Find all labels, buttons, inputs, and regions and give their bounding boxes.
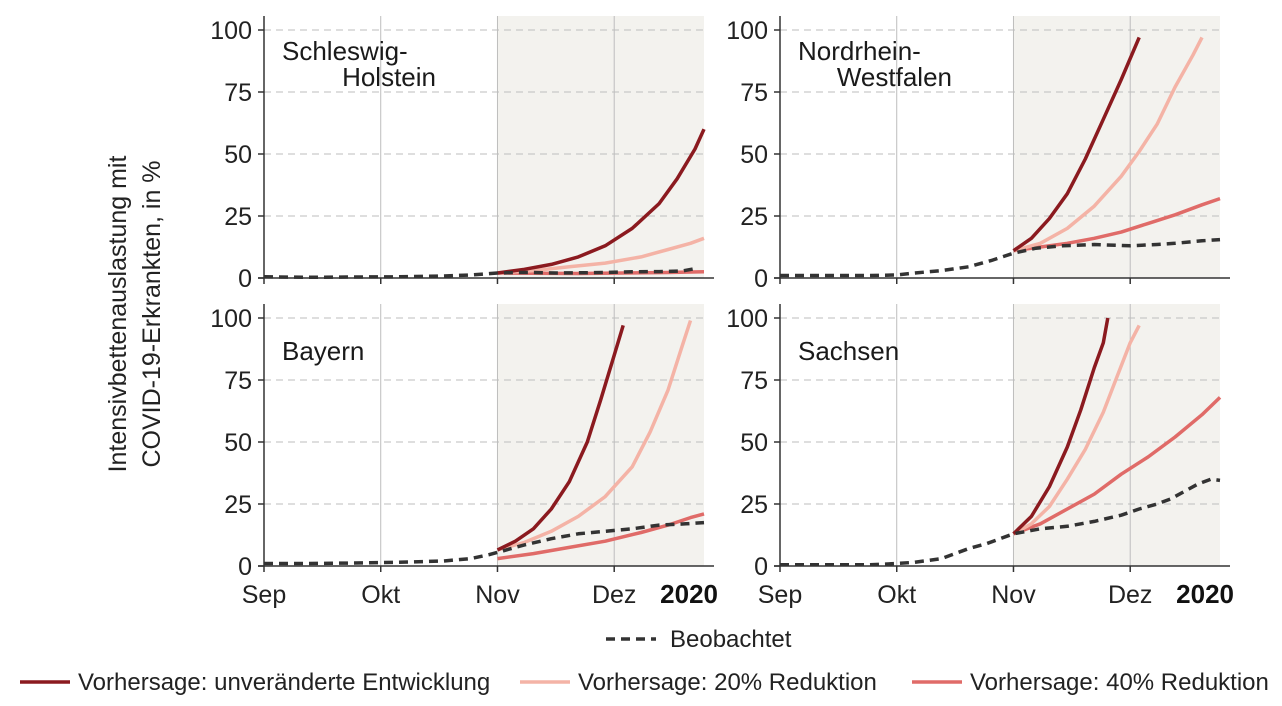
series-line-observed — [780, 477, 1221, 567]
year-label: 2020 — [660, 579, 718, 609]
legend-label-unchanged: Vorhersage: unveränderte Entwicklung — [78, 669, 490, 696]
y-tick-label: 100 — [210, 305, 252, 333]
x-tick-label: Dez — [1108, 581, 1152, 609]
forecast-shade — [497, 16, 704, 278]
x-tick-label: Dez — [592, 581, 636, 609]
series-line-observed — [263, 266, 696, 280]
y-tick-label: 50 — [224, 429, 252, 457]
series-line-observed — [264, 520, 705, 566]
x-tick-label: Sep — [242, 581, 286, 609]
forecast-shade — [1013, 16, 1220, 278]
legend-label-r20: Vorhersage: 20% Reduktion — [578, 669, 877, 696]
series-line-r20 — [497, 319, 693, 552]
x-tick-label: Nov — [991, 581, 1036, 609]
series-line-observed — [780, 237, 1221, 278]
panel-1: 0 25 50 75 100 Schleswig-Holstein — [210, 16, 714, 293]
y-tick-label: 0 — [238, 265, 252, 293]
x-tick-label: Sep — [758, 581, 802, 609]
panel-title-line: Westfalen — [837, 62, 952, 92]
legend-label-r40: Vorhersage: 40% Reduktion — [970, 669, 1269, 696]
y-tick-label: 0 — [754, 553, 768, 581]
y-tick-label: 100 — [726, 305, 768, 333]
x-tick-label: Okt — [361, 581, 400, 609]
series-line-unchanged — [497, 128, 706, 275]
y-tick-label: 100 — [726, 17, 768, 45]
y-tick-label: 50 — [740, 141, 768, 169]
chart-legend: Beobachtet Vorhersage: unveränderte Entwi… — [20, 626, 1269, 696]
panel-title-line: Sachsen — [798, 336, 899, 366]
series-line-r40 — [1012, 396, 1222, 536]
y-tick-label: 75 — [224, 79, 252, 107]
y-tick-label: 75 — [224, 367, 252, 395]
y-tick-label: 25 — [740, 203, 768, 231]
y-tick-label: 50 — [224, 141, 252, 169]
panel-4: 0 25 50 75 100 Sep Okt Nov Dez 2020 Sachsen — [726, 304, 1234, 609]
y-axis-label-line: COVID-19-Erkrankten, in % — [138, 160, 166, 467]
series-line-unchanged — [1012, 317, 1110, 536]
panel-title-line: Nordrhein- — [798, 36, 921, 66]
y-axis-label-line: Intensivbettenauslastung mit — [104, 156, 132, 473]
series-line-unchanged — [1012, 36, 1141, 253]
y-tick-label: 75 — [740, 79, 768, 107]
x-tick-label: Okt — [877, 581, 916, 609]
panel-title-line: Holstein — [342, 62, 436, 92]
chart-panels: 0 25 50 75 100 Schleswig-Holstein 0 25 50 75 100 No… — [210, 16, 1234, 609]
series-line-r20 — [1012, 324, 1141, 536]
forecast-shade — [1013, 304, 1220, 566]
panel-title-line: Schleswig- — [282, 36, 408, 66]
y-tick-label: 25 — [224, 203, 252, 231]
series-line-unchanged — [496, 324, 625, 552]
legend-label-observed: Beobachtet — [670, 626, 792, 653]
forecast-shade — [497, 304, 704, 566]
y-axis-label: Intensivbettenauslastung mit COVID-19-Erk… — [104, 156, 166, 473]
y-tick-label: 25 — [740, 491, 768, 519]
year-label: 2020 — [1176, 579, 1234, 609]
y-tick-label: 0 — [238, 553, 252, 581]
y-tick-label: 25 — [224, 491, 252, 519]
x-tick-label: Nov — [475, 581, 520, 609]
panel-3: 0 25 50 75 100 Sep Okt Nov Dez 2020 Bayern — [210, 304, 718, 609]
y-tick-label: 100 — [210, 17, 252, 45]
y-tick-label: 50 — [740, 429, 768, 457]
series-line-r20 — [1013, 36, 1204, 253]
y-tick-label: 75 — [740, 367, 768, 395]
series-line-r40 — [497, 512, 705, 561]
panel-2: 0 25 50 75 100 Nordrhein-Westfalen — [726, 16, 1230, 293]
panel-title-line: Bayern — [282, 336, 364, 366]
series-line-r20 — [497, 236, 705, 275]
y-tick-label: 0 — [754, 265, 768, 293]
